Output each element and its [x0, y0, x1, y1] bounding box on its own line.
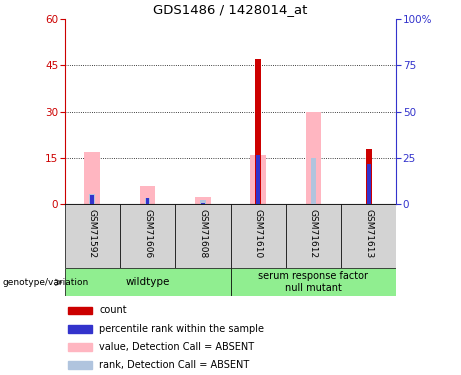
- Bar: [286, 204, 341, 268]
- Bar: [311, 158, 316, 204]
- Text: GSM71592: GSM71592: [88, 210, 97, 259]
- Bar: [230, 204, 286, 268]
- Bar: [367, 164, 371, 204]
- Bar: [341, 204, 396, 268]
- Text: wildtype: wildtype: [125, 277, 170, 287]
- Bar: [89, 194, 95, 204]
- Bar: [65, 204, 120, 268]
- Bar: [250, 155, 266, 204]
- Bar: [200, 200, 206, 204]
- Bar: [68, 343, 92, 351]
- Bar: [68, 361, 92, 369]
- Text: percentile rank within the sample: percentile rank within the sample: [100, 324, 265, 334]
- Bar: [68, 325, 92, 333]
- Bar: [84, 152, 100, 204]
- Bar: [65, 268, 230, 296]
- Bar: [255, 59, 261, 204]
- Bar: [256, 155, 260, 204]
- Text: value, Detection Call = ABSENT: value, Detection Call = ABSENT: [100, 342, 254, 352]
- Text: GSM71608: GSM71608: [198, 210, 207, 259]
- Bar: [120, 204, 175, 268]
- Bar: [366, 161, 372, 204]
- Bar: [146, 198, 149, 204]
- Title: GDS1486 / 1428014_at: GDS1486 / 1428014_at: [154, 3, 307, 16]
- Text: GSM71613: GSM71613: [364, 210, 373, 259]
- Bar: [90, 195, 94, 204]
- Text: genotype/variation: genotype/variation: [2, 278, 89, 287]
- Text: count: count: [100, 305, 127, 315]
- Bar: [68, 306, 92, 314]
- Text: GSM71610: GSM71610: [254, 210, 263, 259]
- Bar: [145, 198, 150, 204]
- Bar: [175, 204, 230, 268]
- Bar: [201, 203, 205, 204]
- Bar: [366, 149, 372, 204]
- Bar: [230, 268, 396, 296]
- Text: rank, Detection Call = ABSENT: rank, Detection Call = ABSENT: [100, 360, 250, 370]
- Bar: [306, 112, 321, 204]
- Bar: [195, 196, 211, 204]
- Text: serum response factor
null mutant: serum response factor null mutant: [259, 271, 368, 293]
- Text: GSM71606: GSM71606: [143, 210, 152, 259]
- Text: GSM71612: GSM71612: [309, 210, 318, 259]
- Bar: [140, 186, 155, 204]
